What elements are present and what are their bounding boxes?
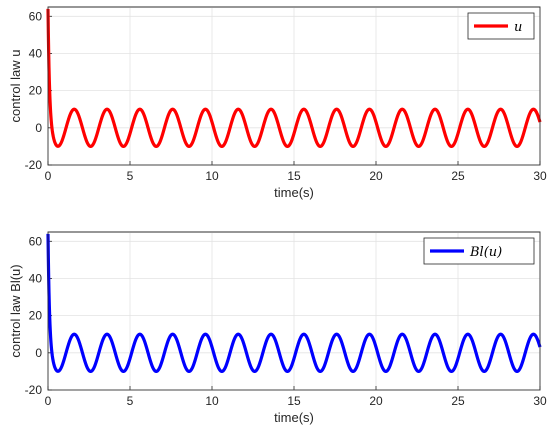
x-tick-label: 20 xyxy=(369,169,383,183)
legend-label-u: u xyxy=(514,20,522,35)
legend: u xyxy=(467,12,535,40)
y-tick-label: 0 xyxy=(35,346,42,360)
y-tick-label: 20 xyxy=(29,309,43,323)
y-tick-label: 60 xyxy=(29,9,43,23)
series-lines xyxy=(46,233,542,374)
x-tick-label: 0 xyxy=(45,169,52,183)
series-line-u xyxy=(46,8,542,149)
y-tick-label: -20 xyxy=(25,383,43,397)
x-tick-label: 25 xyxy=(451,394,465,408)
plot-border xyxy=(47,231,541,391)
legend-label-blu: Bl(u) xyxy=(469,245,502,260)
x-tick-label: 5 xyxy=(127,169,134,183)
x-tick-label: 10 xyxy=(205,169,219,183)
x-tick-label: 30 xyxy=(533,394,547,408)
y-tick-label: -20 xyxy=(25,158,43,172)
x-tick-label: 15 xyxy=(287,394,301,408)
x-tick-label: 10 xyxy=(205,394,219,408)
x-tick-label: 0 xyxy=(45,394,52,408)
legend: Bl(u) xyxy=(423,237,535,265)
y-tick-label: 20 xyxy=(29,84,43,98)
x-tick-label: 30 xyxy=(533,169,547,183)
y-tick-label: 40 xyxy=(29,271,43,285)
y-axis-label: control law Bl(u) xyxy=(8,264,23,357)
y-tick-label: 60 xyxy=(29,234,43,248)
x-tick-label: 25 xyxy=(451,169,465,183)
x-tick-label: 15 xyxy=(287,169,301,183)
y-tick-label: 40 xyxy=(29,46,43,60)
y-tick-label: 0 xyxy=(35,121,42,135)
series-lines xyxy=(46,8,542,149)
plot-border xyxy=(47,6,541,166)
y-axis-label: control law u xyxy=(8,50,23,123)
x-axis-label: time(s) xyxy=(274,410,314,425)
series-line-blu xyxy=(46,233,542,374)
x-axis-label: time(s) xyxy=(274,185,314,200)
x-tick-label: 20 xyxy=(369,394,383,408)
x-tick-label: 5 xyxy=(127,394,134,408)
